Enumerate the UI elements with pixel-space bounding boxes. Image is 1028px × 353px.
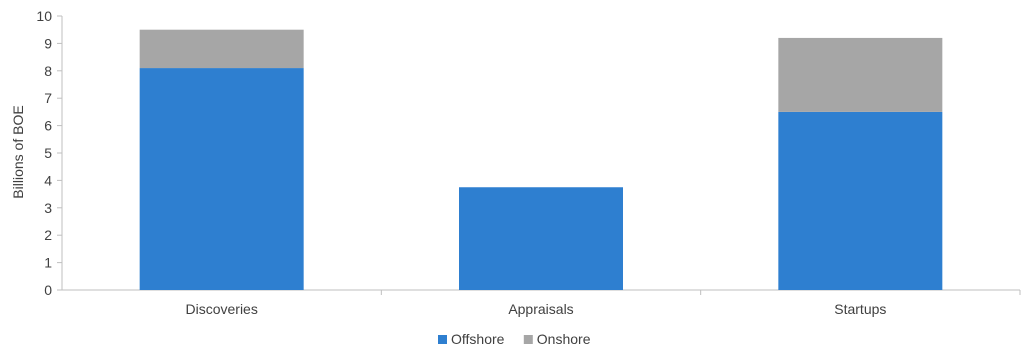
legend-label-offshore: Offshore (451, 331, 505, 347)
y-axis-title: Billions of BOE (10, 105, 26, 198)
x-tick-labels: Discoveries Appraisals Startups (185, 301, 886, 317)
y-tick-label: 5 (44, 145, 52, 161)
y-tick-label: 10 (36, 8, 52, 24)
legend-label-onshore: Onshore (537, 331, 591, 347)
bar-onshore-startups (778, 37, 943, 112)
y-tick-label: 8 (44, 63, 52, 79)
y-tick-label: 4 (44, 172, 52, 188)
bars (139, 29, 943, 291)
bar-onshore-discoveries (139, 29, 304, 69)
x-tick-label: Discoveries (185, 301, 257, 317)
y-tick-label: 0 (44, 282, 52, 298)
y-tick-label: 1 (44, 255, 52, 271)
bar-offshore-appraisals (459, 187, 623, 290)
bar-offshore-startups (778, 111, 943, 291)
y-tick-label: 6 (44, 118, 52, 134)
y-tick-label: 9 (44, 35, 52, 51)
legend: Offshore Onshore (438, 331, 591, 347)
legend-swatch-onshore (523, 335, 533, 344)
x-tick-label: Startups (834, 301, 886, 317)
x-tick-label: Appraisals (508, 301, 573, 317)
y-tick-label: 7 (44, 90, 52, 106)
y-tick-label: 2 (44, 227, 52, 243)
y-axis-title-group: Billions of BOE (10, 105, 26, 198)
legend-swatch-offshore (438, 335, 447, 344)
bar-offshore-discoveries (139, 68, 304, 290)
y-tick-label: 3 (44, 200, 52, 216)
